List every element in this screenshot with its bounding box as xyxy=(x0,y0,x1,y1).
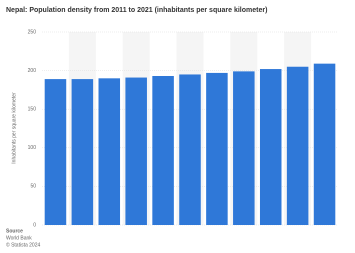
y-axis-label: Inhabitants per square kilometer xyxy=(11,92,17,164)
bar xyxy=(286,66,309,226)
source: World Bank xyxy=(6,235,32,241)
source-heading: Source xyxy=(6,228,23,234)
chart-title: Nepal: Population density from 2011 to 2… xyxy=(6,7,267,14)
copyright: © Statista 2024 xyxy=(6,241,40,248)
bar xyxy=(179,74,201,226)
bar xyxy=(233,71,255,225)
bar xyxy=(71,79,94,225)
bar xyxy=(313,63,336,225)
bar xyxy=(44,79,67,225)
y-tick-label: 100 xyxy=(28,145,37,151)
y-tick-label: 250 xyxy=(28,29,37,35)
y-tick-label: 50 xyxy=(30,184,36,190)
bar xyxy=(125,77,147,225)
y-tick-label: 0 xyxy=(33,222,36,228)
y-tick-label: 200 xyxy=(28,68,37,74)
y-tick-label: 150 xyxy=(28,107,37,113)
bar xyxy=(152,76,174,225)
bar xyxy=(259,69,282,225)
bar xyxy=(98,78,121,225)
bar xyxy=(206,72,228,225)
